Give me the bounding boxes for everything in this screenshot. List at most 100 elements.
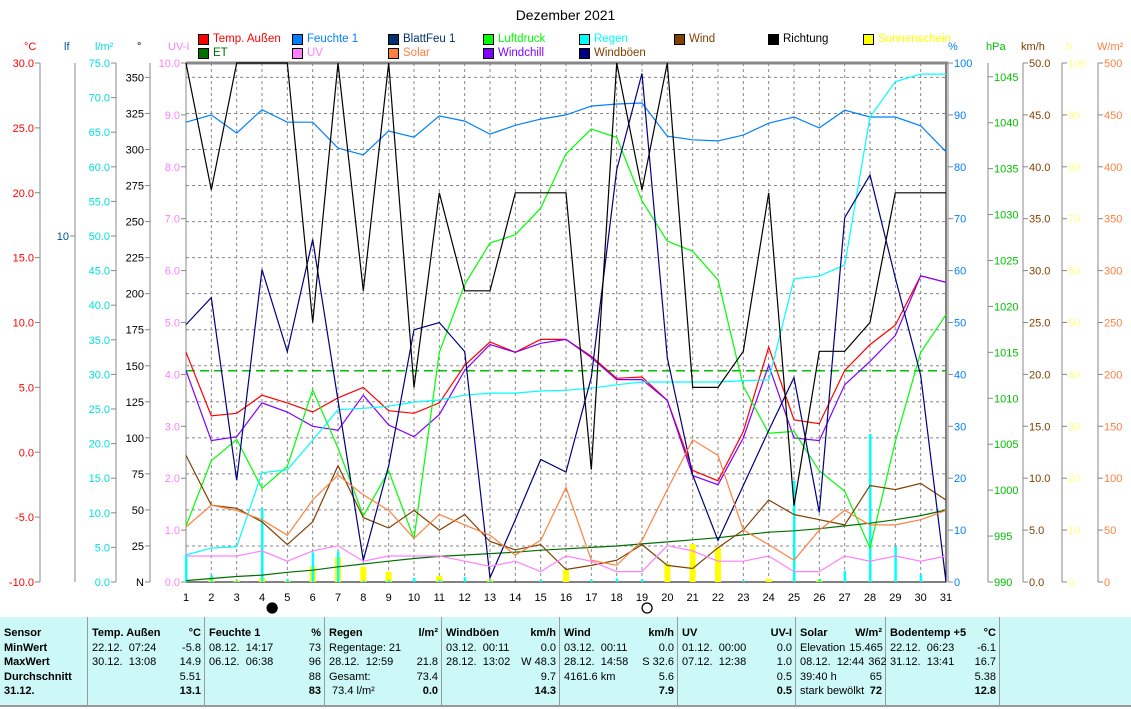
stats-row: 31.12. 13:41 16.7 <box>890 655 996 670</box>
legend-label: UV <box>307 47 323 59</box>
stats-value: km/h <box>648 627 674 639</box>
daily-rain-bar <box>235 580 239 582</box>
stats-label: 31.12. 13:41 <box>890 656 955 668</box>
stats-value: 9.7 <box>540 670 556 683</box>
legend-item: Windböen <box>579 47 646 59</box>
axis-tick-label: 50 <box>132 505 144 517</box>
stats-value: 15.465 <box>849 641 883 654</box>
axis-tick-label: 20 <box>954 473 966 485</box>
axis-tick-label: 5.0 <box>165 318 180 330</box>
axis-tick-label: 0 <box>1104 577 1110 589</box>
axis-tick-label: 1015 <box>994 347 1018 359</box>
axis-tick-label: 6.0 <box>165 266 180 278</box>
stats-value: 5.6 <box>658 670 674 683</box>
axis-tick-label: 990 <box>994 577 1012 589</box>
daily-rain-bar <box>387 579 391 582</box>
axis-tick-label: 25.0 <box>13 123 34 135</box>
stats-label: 73.4 l/m² <box>329 685 375 697</box>
x-tick-label: 11 <box>434 592 445 604</box>
stats-row: 9.7 <box>446 670 556 685</box>
axis-tick-label: 5.0 <box>19 382 34 394</box>
legend-swatch <box>863 33 874 45</box>
chart-title: Dezember 2021 <box>515 7 616 23</box>
legend-label: Luftdruck <box>498 33 546 45</box>
axis-tick-label: 1020 <box>994 301 1018 313</box>
axis-tick-label: 5.0 <box>1029 525 1044 537</box>
legend-item: ET <box>198 47 228 59</box>
sunshine-bar <box>664 563 671 582</box>
daily-rain-bar <box>413 577 416 582</box>
stats-label: 28.12. 14:58 <box>564 656 629 668</box>
new-moon-icon <box>266 602 278 614</box>
x-tick-label: 21 <box>687 592 699 604</box>
stats-label: Bodentemp +5 <box>890 627 967 639</box>
legend-swatch <box>768 33 779 45</box>
stats-label: 08.12. 14:17 <box>209 641 274 654</box>
stats-value: km/h <box>530 627 556 639</box>
legend-label: Windchill <box>498 47 545 59</box>
axis-tick-label: 0.0 <box>165 577 180 589</box>
axis-tick-label: 275 <box>126 181 144 193</box>
axis-unit-label: lf <box>64 41 70 53</box>
legend-item: Regen <box>579 33 628 45</box>
stats-row: 08.12. 14:17 73 <box>209 641 321 656</box>
axis-tick-label: 50 <box>1104 525 1116 537</box>
stats-column: Bodentemp +5 °C 22.12. 06:23 -6.1 31.12. 13:… <box>886 617 1000 705</box>
sunshine-bar <box>360 566 367 582</box>
axis-tick-label: 40.0 <box>89 300 110 312</box>
daily-rain-bar <box>463 577 467 582</box>
legend-swatch <box>483 47 494 59</box>
daily-rain-bar <box>742 580 745 582</box>
sunshine-bar <box>765 578 772 582</box>
stats-label: 03.12. 00:11 <box>564 641 628 654</box>
legend-swatch <box>388 47 399 59</box>
stats-row: 12.8 <box>890 684 996 699</box>
stats-row: 28.12. 12:59 21.8 <box>329 655 438 670</box>
stats-label: Solar <box>800 627 828 639</box>
stats-value: 7.9 <box>658 685 674 697</box>
x-tick-label: 5 <box>284 592 290 604</box>
x-tick-label: 8 <box>360 592 366 604</box>
stats-row: 08.12. 12:44 362 <box>800 655 887 670</box>
stats-column: UV UV-I 01.12. 00:00 0.0 07.12. 12:38 1.0 0.5 0… <box>678 617 796 705</box>
axis-unit-label: km/h <box>1021 41 1045 53</box>
axis-tick-label: 30.0 <box>89 369 110 381</box>
daily-rain-bar <box>539 579 543 582</box>
axis-tick-label: 350 <box>126 72 144 84</box>
axis-tick-label: -5.0 <box>15 512 34 524</box>
legend-label: Richtung <box>783 33 829 45</box>
stats-value: 12.8 <box>974 685 996 697</box>
axis-tick-label: 15.0 <box>1029 421 1050 433</box>
axis-tick-label: 225 <box>126 253 144 265</box>
axis-tick-label: 300 <box>126 145 144 157</box>
stats-row: Bodentemp +5 °C <box>890 626 996 641</box>
stats-value: W/m² <box>855 627 882 639</box>
stats-label: Wind <box>564 627 591 639</box>
daily-rain-bar <box>362 580 365 582</box>
axis-tick-label: 10.0 <box>89 508 110 520</box>
axis-tick-label: 75 <box>132 469 144 481</box>
stats-column: Feuchte 1% 08.12. 14:17 73 06.12. 06:38 96 88… <box>205 617 325 705</box>
axis-tick-label: 60.0 <box>89 162 110 174</box>
x-tick-label: 31 <box>940 592 952 604</box>
x-tick-label: 29 <box>889 592 901 604</box>
x-tick-label: 1 <box>183 592 189 604</box>
axis-unit-label: l/m² <box>95 41 114 53</box>
x-tick-label: 28 <box>864 592 876 604</box>
stats-row: 01.12. 00:00 0.0 <box>682 641 792 656</box>
stats-row: stark bewölkt 72 <box>800 684 882 699</box>
axis-tick-label: 30 <box>954 421 966 433</box>
legend-item: Sonnenschein <box>863 33 951 45</box>
legend-label: BlattFeu 1 <box>403 33 456 45</box>
x-tick-label: 9 <box>386 592 392 604</box>
axis-tick-label: 100 <box>1104 473 1122 485</box>
stats-value: 0.0 <box>658 641 674 654</box>
daily-rain-bar <box>894 546 897 582</box>
axis-tick-label: 15.0 <box>89 473 110 485</box>
axis-tick-label: 8.0 <box>165 162 180 174</box>
axis-tick-label: 0 <box>1068 577 1074 589</box>
axis-unit-label: hPa <box>986 41 1006 53</box>
stats-column: Temp. Außen °C 22.12. 07:24 -5.8 30.12. 13:0… <box>88 617 205 705</box>
axis-tick-label: 1045 <box>994 72 1018 84</box>
legend-item: Luftdruck <box>483 33 545 45</box>
